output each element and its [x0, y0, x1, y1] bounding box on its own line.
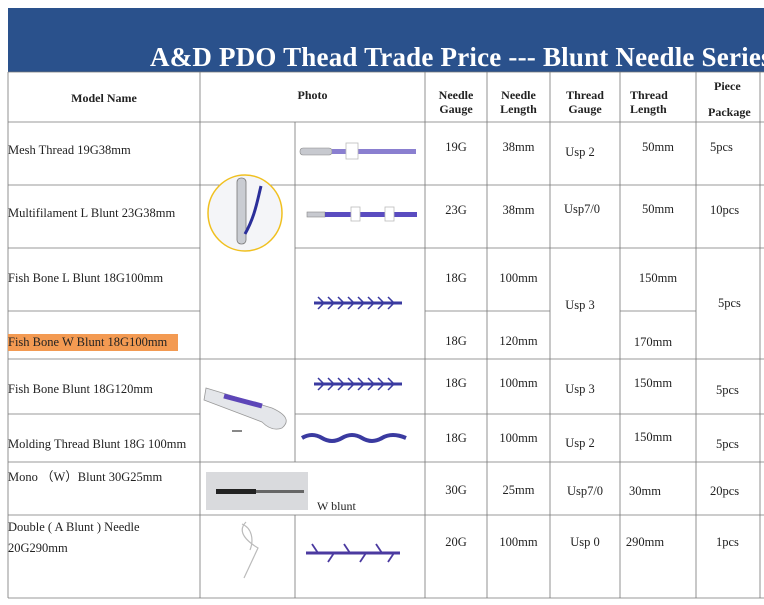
model-name-fish-bone-l: Fish Bone L Blunt 18G100mm	[8, 271, 164, 285]
package-cell: 5pcs	[718, 296, 741, 310]
needle-length-cell: 100mm	[499, 271, 538, 285]
model-name-double-line1: Double ( A Blunt ) Needle	[8, 520, 140, 534]
multifilament-thread-image	[306, 206, 417, 222]
thread-length-cell: 150mm	[638, 271, 678, 285]
title-banner: A&D PDO Thead Trade Price --- Blunt Need…	[8, 8, 764, 72]
header-needle-gauge: Needle Gauge	[425, 88, 487, 116]
needle-gauge-cell: 18G	[445, 376, 467, 390]
package-cell: 5pcs	[716, 437, 739, 451]
thread-length-cell: 50mm	[642, 140, 674, 154]
needle-length-cell: 120mm	[499, 334, 538, 348]
header-thread-length-line1: Thread	[630, 88, 668, 102]
needle-gauge-cell: 18G	[445, 334, 467, 348]
header-thread-gauge: Thread Gauge	[550, 88, 620, 116]
barbed-thread-image	[306, 543, 400, 563]
needle-gauge-cell: 30G	[445, 483, 467, 497]
header-thread-gauge-line1: Thread	[566, 88, 604, 102]
photo-caption-w-blunt: W blunt	[317, 499, 356, 513]
model-name-fish-bone-blunt: Fish Bone Blunt 18G120mm	[8, 382, 153, 396]
model-name-molding-thread: Molding Thread Blunt 18G 100mm	[8, 437, 187, 451]
header-needle-gauge-line1: Needle	[438, 88, 474, 102]
needle-gauge-cell: 18G	[445, 271, 467, 285]
header-thread-length-line2: Length	[630, 102, 667, 116]
header-needle-gauge-line2: Gauge	[439, 102, 473, 116]
header-package-line1: Piece	[714, 79, 741, 93]
header-needle-length: Needle Length	[487, 88, 550, 116]
molding-thread-image	[300, 433, 407, 443]
header-model-name: Model Name	[71, 91, 137, 105]
needle-closeup-image	[207, 174, 283, 252]
needle-length-cell: 38mm	[502, 140, 535, 154]
thread-length-cell: 50mm	[642, 202, 674, 216]
package-cell: 10pcs	[710, 203, 740, 217]
header-needle-length-line2: Length	[500, 102, 537, 116]
header-package-line2: Package	[708, 105, 751, 119]
thread-gauge-cell: Usp 3	[565, 382, 595, 396]
thread-gauge-cell: Usp 2	[565, 436, 595, 450]
needle-length-cell: 100mm	[499, 376, 538, 390]
needle-gauge-cell: 18G	[445, 431, 467, 445]
fish-bone-blunt-thread-image	[314, 377, 402, 391]
package-cell: 1pcs	[716, 535, 739, 549]
header-thread-gauge-line2: Gauge	[568, 102, 602, 116]
thread-gauge-cell: Usp 0	[570, 535, 600, 549]
mono-needle-image	[206, 472, 308, 510]
model-name-mono: Mono （W）Blunt 30G25mm	[8, 470, 163, 484]
thread-length-cell: 150mm	[633, 430, 673, 444]
fish-bone-thread-image	[314, 296, 402, 310]
thread-gauge-cell: Usp 3	[565, 298, 595, 312]
header-package: Piece Package	[696, 73, 764, 125]
thread-gauge-cell: Usp7/0	[566, 484, 604, 498]
mesh-thread-image	[299, 142, 416, 160]
blunt-needle-image	[203, 387, 287, 432]
thread-gauge-cell: Usp 2	[565, 145, 595, 159]
package-cell: 5pcs	[716, 383, 739, 397]
needle-length-cell: 38mm	[502, 203, 535, 217]
model-name-mesh-thread: Mesh Thread 19G38mm	[8, 143, 131, 157]
model-name-double-needle: Double ( A Blunt ) Needle 20G290mm	[8, 517, 140, 559]
header-thread-length: Thread Length	[620, 88, 706, 116]
thread-length-cell: 150mm	[633, 376, 673, 390]
thread-length-cell: 170mm	[633, 335, 673, 349]
double-needle-image	[241, 521, 259, 579]
model-name-double-line2: 20G290mm	[8, 541, 68, 555]
model-name-fish-bone-w: Fish Bone W Blunt 18G100mm	[8, 334, 178, 351]
needle-length-cell: 25mm	[502, 483, 535, 497]
page-title: A&D PDO Thead Trade Price --- Blunt Need…	[150, 42, 764, 72]
thread-length-cell: 290mm	[625, 535, 665, 549]
package-cell: 5pcs	[710, 140, 733, 154]
needle-length-cell: 100mm	[499, 535, 538, 549]
needle-gauge-cell: 23G	[445, 203, 467, 217]
model-name-multifilament: Multifilament L Blunt 23G38mm	[8, 206, 176, 220]
needle-gauge-cell: 19G	[445, 140, 467, 154]
needle-length-cell: 100mm	[499, 431, 538, 445]
package-cell: 20pcs	[710, 484, 740, 498]
thread-length-cell: 30mm	[629, 484, 661, 498]
header-needle-length-line1: Needle	[501, 88, 536, 102]
needle-gauge-cell: 20G	[445, 535, 467, 549]
header-photo: Photo	[297, 88, 328, 102]
thread-gauge-cell: Usp7/0	[563, 202, 601, 216]
